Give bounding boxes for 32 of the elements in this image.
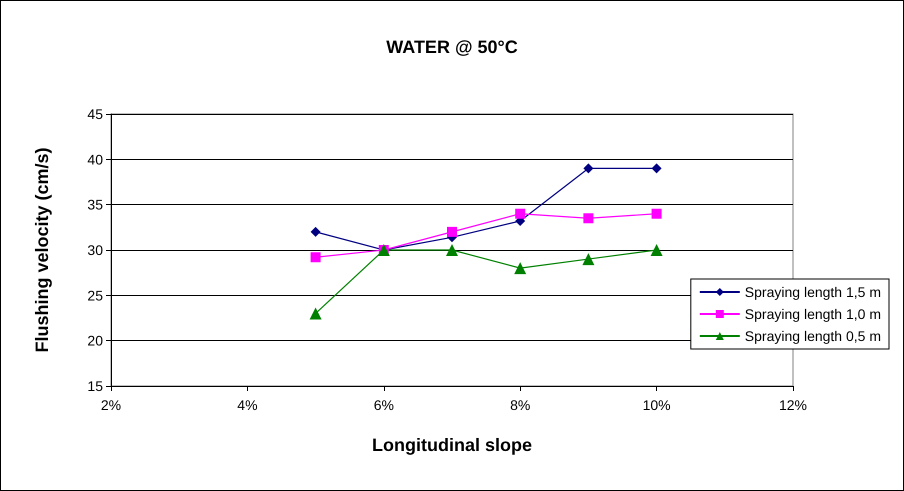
point: [652, 163, 662, 174]
point: [310, 307, 322, 320]
y-axis-title: Flushing velocity (cm/s): [32, 147, 52, 353]
y-tick-label: 45: [87, 106, 104, 122]
point: [652, 208, 662, 219]
x-tick-label: 2%: [100, 397, 122, 413]
x-tick-label: 12%: [778, 397, 808, 413]
x-tick-label: 8%: [510, 397, 530, 413]
y-tick-label: 35: [87, 196, 104, 213]
chart-title: WATER @ 50°C: [386, 37, 518, 57]
y-tick-label: 20: [87, 332, 104, 349]
point: [310, 226, 321, 237]
point: [583, 163, 594, 174]
legend-label: Spraying length 1,0 m: [744, 306, 882, 322]
x-tick-label: 6%: [374, 397, 394, 413]
x-axis-title: Longitudinal slope: [372, 435, 532, 455]
point: [446, 244, 458, 256]
legend-label: Spraying length 0,5 m: [744, 328, 882, 344]
point: [447, 226, 457, 237]
x-tick-label: 4%: [237, 397, 258, 413]
y-tick-label: 30: [87, 242, 104, 258]
y-tick-label: 40: [87, 151, 104, 168]
y-tick-label: 25: [87, 287, 104, 304]
point: [583, 213, 594, 224]
point: [515, 208, 526, 219]
point: [582, 253, 594, 266]
y-tick-label: 15: [87, 378, 104, 394]
legend-label: Spraying length 1,5 m: [744, 284, 882, 300]
point: [650, 244, 663, 256]
point: [514, 262, 526, 274]
point: [310, 252, 321, 262]
x-tick-label: 10%: [642, 397, 671, 413]
